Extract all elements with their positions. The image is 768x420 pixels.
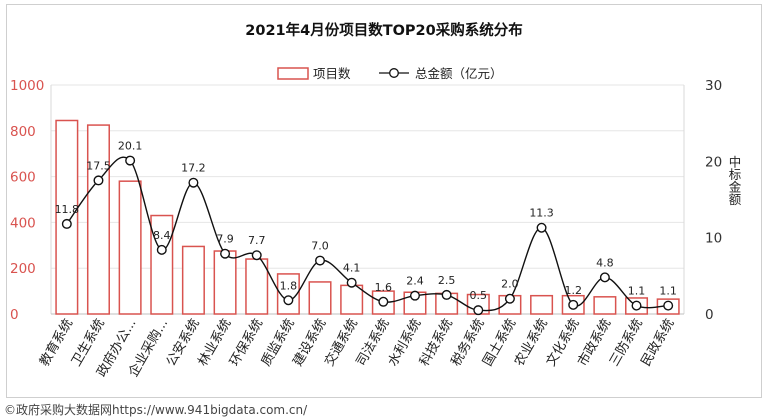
left-tick-label: 0 — [10, 307, 19, 323]
amount-point-5 — [220, 248, 231, 259]
amount-point-14 — [504, 293, 515, 304]
amount-label-12: 2.5 — [438, 274, 456, 287]
legend: 项目数 总金额（亿元） — [277, 66, 503, 81]
source-note: ©政府采购大数据网https://www.941bigdata.com.cn/ — [4, 403, 308, 417]
left-tick-label: 200 — [10, 261, 36, 277]
amount-point-18 — [631, 300, 642, 311]
left-tick-label: 1000 — [10, 78, 44, 94]
amount-label-18: 1.1 — [628, 285, 646, 298]
amount-label-16: 1.2 — [564, 284, 582, 297]
chart-title: 2021年4月份项目数TOP20采购系统分布 — [245, 21, 522, 39]
left-tick-label: 800 — [10, 124, 36, 140]
amount-point-0 — [61, 218, 72, 229]
bars — [55, 119, 680, 315]
amount-label-4: 17.2 — [181, 162, 206, 175]
amount-label-15: 11.3 — [529, 207, 554, 220]
amount-point-12 — [441, 289, 452, 300]
left-axis: 0 200 400 600 800 1000 — [10, 78, 44, 323]
amount-label-10: 1.6 — [375, 281, 393, 294]
right-tick-label: 10 — [705, 231, 722, 247]
legend-line-label: 总金额（亿元） — [415, 66, 503, 81]
amount-point-19 — [663, 300, 674, 311]
right-tick-label: 0 — [705, 307, 714, 323]
amount-point-11 — [409, 290, 420, 301]
bar-2 — [118, 180, 142, 315]
amount-label-13: 0.5 — [470, 289, 488, 302]
amount-label-17: 4.8 — [596, 256, 614, 269]
bar-7 — [276, 273, 300, 315]
amount-line: 11.8 17.5 20.1 8.4 17.2 7.9 7.7 1.8 7.0 4.1 1.6 2.4… — [55, 140, 677, 316]
bar-5 — [213, 250, 237, 315]
amount-label-3: 8.4 — [153, 229, 171, 242]
amount-point-10 — [378, 296, 389, 307]
amount-point-1 — [93, 175, 104, 186]
amount-point-7 — [283, 295, 294, 306]
bar-1 — [86, 124, 110, 315]
bar-9 — [340, 284, 364, 315]
bar-6 — [245, 258, 269, 315]
amount-label-1: 17.5 — [86, 159, 111, 172]
amount-label-5: 7.9 — [216, 233, 234, 246]
amount-point-2 — [125, 155, 136, 166]
bar-0 — [55, 119, 79, 315]
amount-label-6: 7.7 — [248, 234, 266, 247]
right-axis: 0 10 20 30 — [705, 78, 722, 323]
legend-bar-swatch — [277, 67, 309, 80]
left-tick-label: 600 — [10, 170, 36, 186]
amount-point-13 — [473, 305, 484, 316]
chart-frame: 2021年4月份项目数TOP20采购系统分布 项目数 总金额（亿元） 0 200 4… — [6, 4, 762, 398]
amount-point-6 — [251, 250, 262, 261]
amount-label-19: 1.1 — [659, 285, 677, 298]
legend-bar-label: 项目数 — [313, 66, 351, 81]
amount-point-4 — [188, 177, 199, 188]
bar-8 — [308, 281, 332, 315]
legend-line-marker — [389, 68, 399, 78]
right-tick-label: 30 — [705, 78, 722, 94]
amount-label-11: 2.4 — [406, 275, 424, 288]
amount-point-3 — [156, 244, 167, 255]
amount-label-8: 7.0 — [311, 240, 329, 253]
amount-label-9: 4.1 — [343, 262, 361, 275]
right-tick-label: 20 — [705, 154, 722, 170]
amount-label-2: 20.1 — [118, 140, 143, 153]
bar-4 — [181, 245, 205, 315]
x-axis-labels: 教育系统卫生系统政府办公...企业采购...公安系统林业系统环保系统质监系统建设… — [36, 316, 677, 380]
bar-15 — [530, 294, 554, 315]
amount-point-9 — [346, 277, 357, 288]
amount-point-17 — [599, 272, 610, 283]
bar-3 — [150, 214, 174, 315]
chart-svg: 2021年4月份项目数TOP20采购系统分布 项目数 总金额（亿元） 02004… — [10, 21, 742, 380]
amount-label-7: 1.8 — [280, 279, 298, 292]
right-axis-title: 中标金额 — [727, 154, 742, 206]
amount-point-8 — [315, 255, 326, 266]
bar-17 — [593, 296, 617, 315]
gridlines — [50, 84, 685, 315]
left-tick-label: 400 — [10, 215, 36, 231]
amount-point-15 — [536, 222, 547, 233]
amount-label-0: 11.8 — [55, 203, 80, 216]
amount-label-14: 2.0 — [501, 278, 519, 291]
amount-point-16 — [568, 299, 579, 310]
